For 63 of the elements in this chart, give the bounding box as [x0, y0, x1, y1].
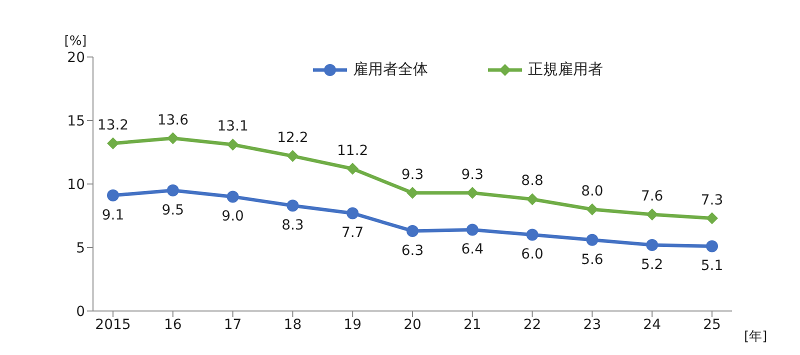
data-label: 13.2 — [97, 117, 129, 134]
x-tick-label: 19 — [344, 316, 362, 333]
y-tick-label: 20 — [67, 50, 85, 66]
data-label: 8.3 — [282, 218, 304, 234]
data-label: 7.3 — [700, 192, 724, 208]
x-tick-label: 21 — [463, 316, 482, 333]
x-tick-label: 24 — [643, 316, 662, 333]
point — [406, 224, 418, 237]
point — [706, 212, 718, 224]
data-label: 11.2 — [337, 142, 368, 159]
data-label: 9.3 — [461, 166, 484, 183]
point — [166, 132, 179, 144]
point — [466, 224, 478, 236]
y-tick-label: 15 — [67, 113, 85, 130]
x-tick-label: 17 — [224, 316, 242, 333]
point — [107, 189, 119, 202]
point — [346, 207, 359, 220]
point — [107, 137, 119, 150]
data-label: 12.2 — [277, 130, 308, 146]
point — [406, 186, 418, 199]
x-tick-label: 2015 — [95, 316, 131, 333]
y-tick-label: 10 — [67, 176, 85, 193]
data-label: 7.7 — [341, 225, 364, 242]
data-label: 5.1 — [700, 258, 724, 274]
point — [166, 184, 179, 196]
point — [586, 203, 598, 216]
data-label: 8.0 — [581, 183, 604, 200]
x-tick-label: 20 — [404, 316, 422, 333]
data-label: 6.3 — [401, 242, 424, 259]
x-tick-label: 16 — [164, 316, 182, 333]
x-tick-label: 22 — [523, 316, 542, 333]
point — [346, 162, 359, 175]
legend-label: 雇用者全体 — [352, 60, 428, 79]
y-axis-title: [%] — [64, 34, 87, 49]
point — [706, 240, 718, 252]
data-label: 5.6 — [581, 252, 604, 268]
x-axis-title: [年] — [744, 330, 768, 345]
point — [226, 190, 239, 203]
data-label: 6.4 — [461, 242, 484, 258]
point — [646, 238, 658, 251]
data-label: 5.2 — [640, 256, 664, 273]
data-label: 6.0 — [521, 246, 544, 263]
point — [286, 200, 299, 212]
data-label: 7.6 — [640, 188, 664, 204]
y-tick-label: 0 — [76, 304, 85, 320]
data-label: 9.3 — [401, 166, 424, 183]
point — [646, 208, 658, 220]
legend-label: 正規雇用者 — [527, 60, 603, 79]
data-label: 8.8 — [521, 173, 544, 190]
data-label: 9.5 — [162, 202, 184, 218]
x-tick-label: 25 — [703, 316, 721, 333]
y-tick-label: 5 — [76, 240, 85, 256]
point — [586, 234, 598, 246]
data-label: 13.1 — [217, 118, 248, 135]
data-label: 13.6 — [157, 112, 189, 128]
point — [526, 228, 538, 241]
data-label: 9.1 — [102, 207, 124, 224]
x-tick-label: 23 — [583, 316, 602, 333]
x-tick-label: 18 — [284, 316, 302, 333]
point — [286, 150, 299, 162]
point — [226, 138, 239, 151]
data-label: 9.0 — [222, 208, 244, 225]
point — [526, 193, 538, 206]
